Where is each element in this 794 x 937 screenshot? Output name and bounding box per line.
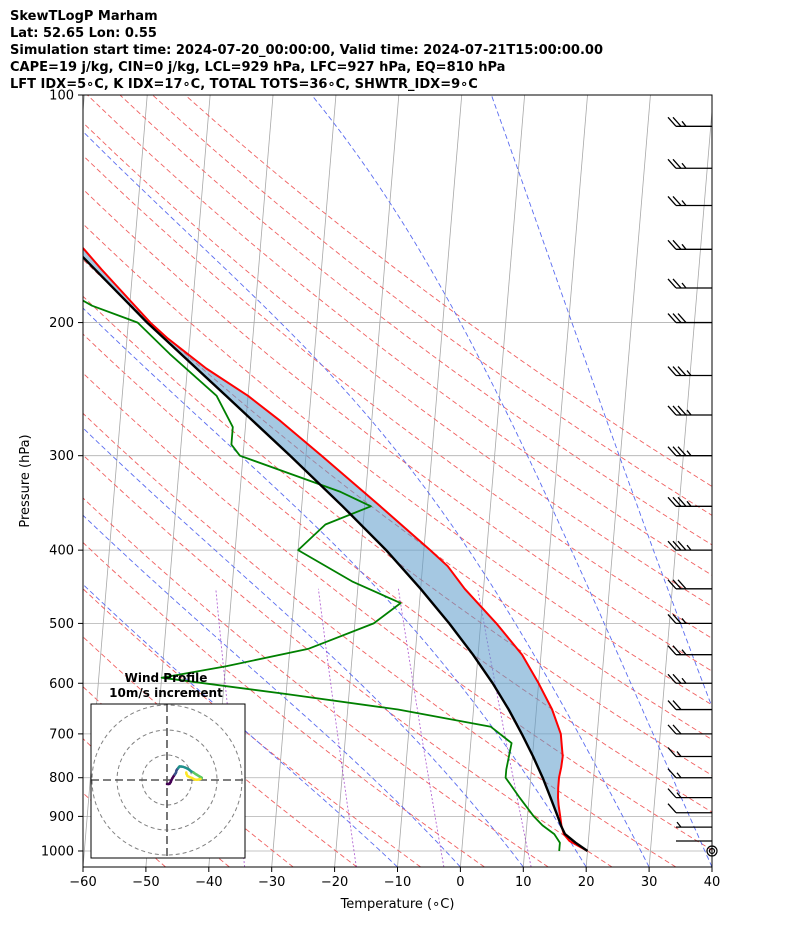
x-tick-label: −50 [132,875,159,890]
y-tick-label: 500 [49,617,74,632]
moist-adiabat [311,95,712,867]
hodograph-frame [90,703,246,859]
wind-barb [667,768,712,779]
hodograph-title: Wind Profile [125,671,208,685]
wind-barb [667,116,712,127]
y-tick-label: 100 [49,89,74,104]
dry-adiabat [83,122,712,607]
wind-barb [667,673,712,684]
mixing-ratio-line [317,588,357,867]
wind-barb [667,645,712,656]
moist-adiabat [83,307,587,867]
dry-adiabat [184,95,712,487]
wind-barb [667,803,712,814]
wind-barb [667,747,712,758]
temperature-profile-line [83,246,588,852]
wind-barb [667,405,712,416]
mixing-ratio-line [397,588,445,867]
station-coordinates: Lat: 52.65 Lon: 0.55 [10,26,157,41]
dry-adiabat [83,588,421,867]
wind-barb [667,788,712,799]
simulation-times: Simulation start time: 2024-07-20_00:00:… [10,43,603,58]
x-tick-label: −20 [321,875,348,890]
isotherm-line [460,95,526,867]
wind-barb [667,540,712,551]
hodograph-subtitle: 10m/s increment [109,686,223,700]
y-tick-label: 600 [49,677,74,692]
wind-barb [667,613,712,625]
stability-indices: LFT IDX=5∘C, K IDX=17∘C, TOTAL TOTS=36∘C… [10,77,478,92]
x-tick-label: −40 [195,875,222,890]
y-axis-label: Pressure (hPa) [18,434,33,527]
y-tick-label: 900 [49,810,74,825]
y-tick-label: 200 [49,316,74,331]
cape-cin-summary: CAPE=19 j/kg, CIN=0 j/kg, LCL=929 hPa, L… [10,60,506,75]
moist-adiabat [83,514,461,867]
parcel-profile-line [83,255,589,852]
isotherm-line [334,95,400,867]
x-tick-label: 40 [704,875,721,890]
wind-barbs [667,116,718,857]
dry-adiabat [83,541,485,867]
wind-barb [667,496,712,507]
dry-adiabat [83,188,712,672]
x-tick-label: −30 [258,875,285,890]
wind-barb [667,158,712,169]
moist-adiabat [83,427,524,867]
wind-barb [676,821,712,828]
wind-barb [667,313,712,324]
moist-adiabat [83,130,650,867]
wind-barb [667,446,712,457]
dry-adiabat [83,412,677,867]
dry-adiabat [87,95,712,576]
isotherm-line [648,106,712,867]
dry-adiabat [152,95,712,516]
y-tick-label: 400 [49,544,74,559]
wind-barb [667,278,712,289]
wind-barb [667,700,712,711]
isotherm-line [711,862,712,867]
x-tick-label: 30 [641,875,658,890]
axes: −60 −50 −40 −30 −20 −10 0 10 20 30 40 1000 900 800 700… [18,89,720,913]
x-tick-label: −60 [69,875,96,890]
wind-barb [667,724,712,735]
dry-adiabat [83,497,549,867]
y-tick-label: 700 [49,727,74,742]
x-tick-label: 20 [578,875,595,890]
x-tick-label: −10 [384,875,411,890]
dewpoint-profile-line [83,299,561,852]
y-tick-label: 1000 [41,844,74,859]
wind-barb [667,196,712,207]
y-tick-label: 300 [49,449,74,464]
station-title: SkewTLogP Marham [10,9,158,24]
dry-adiabat [83,295,712,776]
x-axis-label: Temperature (∘C) [340,897,455,912]
chart-header: SkewTLogP Marham Lat: 52.65 Lon: 0.55 Si… [10,8,603,93]
x-tick-label: 10 [515,875,532,890]
plot-lines [83,246,589,852]
wind-barb [667,579,712,590]
dry-adiabat [83,223,712,706]
isotherm-line [271,95,337,867]
moist-adiabat [83,583,398,867]
moist-adiabat [490,95,712,709]
wind-barb [667,239,712,250]
isotherm-line [585,95,651,867]
wind-barb [667,366,712,377]
y-tick-label: 800 [49,771,74,786]
x-tick-label: 0 [456,875,464,890]
